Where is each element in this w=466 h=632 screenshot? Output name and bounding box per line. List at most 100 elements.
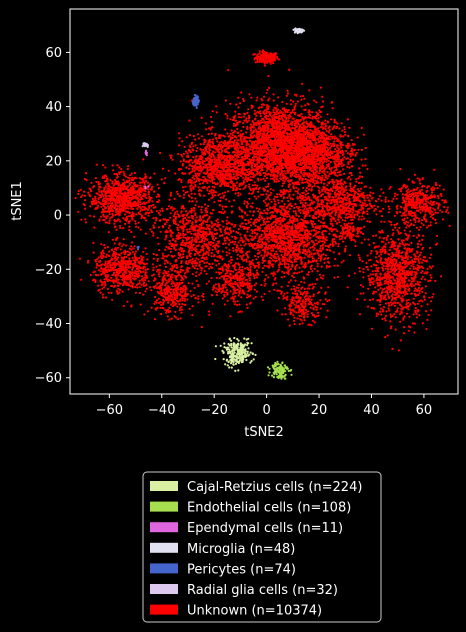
data-point [253,181,256,184]
data-point [264,179,267,182]
data-point [267,105,270,108]
data-point [233,165,236,168]
data-point [123,203,126,206]
data-point [99,215,103,218]
data-point [360,158,363,161]
data-point [109,191,112,194]
data-point [224,99,227,102]
data-point [342,163,345,166]
data-point [250,123,253,126]
data-point [142,158,145,161]
data-point [95,201,98,204]
data-point [292,172,295,175]
data-point [303,169,306,172]
data-point [299,95,302,98]
data-point [223,159,226,162]
data-point [322,127,325,130]
data-point [152,203,155,207]
data-point [330,101,333,104]
data-point [264,165,267,168]
data-point [329,118,333,121]
data-point [253,109,256,112]
data-point [92,202,95,206]
data-point [112,169,115,172]
data-point [294,170,298,173]
data-point [305,121,308,124]
data-point [116,201,119,204]
data-point [266,88,269,91]
data-point [315,133,318,136]
data-point [309,140,312,143]
data-point [201,152,204,155]
data-point [231,210,234,213]
data-point [175,190,179,193]
data-point [300,163,303,166]
data-point [212,171,215,174]
data-point [168,205,171,208]
data-point [207,141,210,144]
data-point [364,164,367,167]
data-point [120,185,123,188]
data-point [105,202,108,205]
data-point [212,177,215,180]
data-point [122,217,125,220]
data-point [262,143,265,146]
data-point [108,194,111,198]
data-point [313,99,316,102]
data-point [252,136,255,139]
data-point [298,167,301,170]
data-point [328,125,331,128]
data-point [118,166,121,169]
data-point [286,196,289,199]
data-point [215,137,218,140]
data-point [232,175,235,178]
data-point [125,215,128,219]
data-point [252,53,255,56]
data-point [224,145,227,148]
data-point [262,177,265,180]
data-point [187,167,191,170]
data-point [270,159,273,162]
data-point [177,168,181,172]
data-point [325,166,328,169]
data-point [268,166,271,169]
data-point [155,195,158,198]
data-point [202,180,205,183]
data-point [321,154,324,157]
data-point [266,152,270,155]
data-point [117,218,120,221]
data-point [301,150,304,153]
data-point [325,142,328,146]
data-point [127,176,130,179]
data-point [324,124,327,127]
data-point [147,190,150,193]
data-point [279,148,282,151]
data-point [261,164,264,167]
data-point [321,105,324,108]
data-point [348,126,351,129]
data-point [204,172,208,175]
data-point [207,192,210,195]
data-point [229,175,232,178]
data-point [208,198,211,201]
data-point [263,124,266,127]
data-point [288,68,291,71]
data-point [303,155,306,158]
data-point [331,137,334,140]
data-point [243,202,246,205]
data-point [303,152,307,155]
data-point [240,116,243,119]
data-point [185,136,188,139]
data-point [315,117,318,120]
data-point [196,159,199,162]
data-point [219,169,222,172]
data-point [247,168,250,171]
data-point [143,183,146,186]
data-point [253,195,256,198]
data-point [210,188,213,191]
data-point [107,184,110,188]
data-point [101,193,104,196]
data-point [248,139,252,142]
data-point [253,184,257,187]
data-point [261,50,264,54]
